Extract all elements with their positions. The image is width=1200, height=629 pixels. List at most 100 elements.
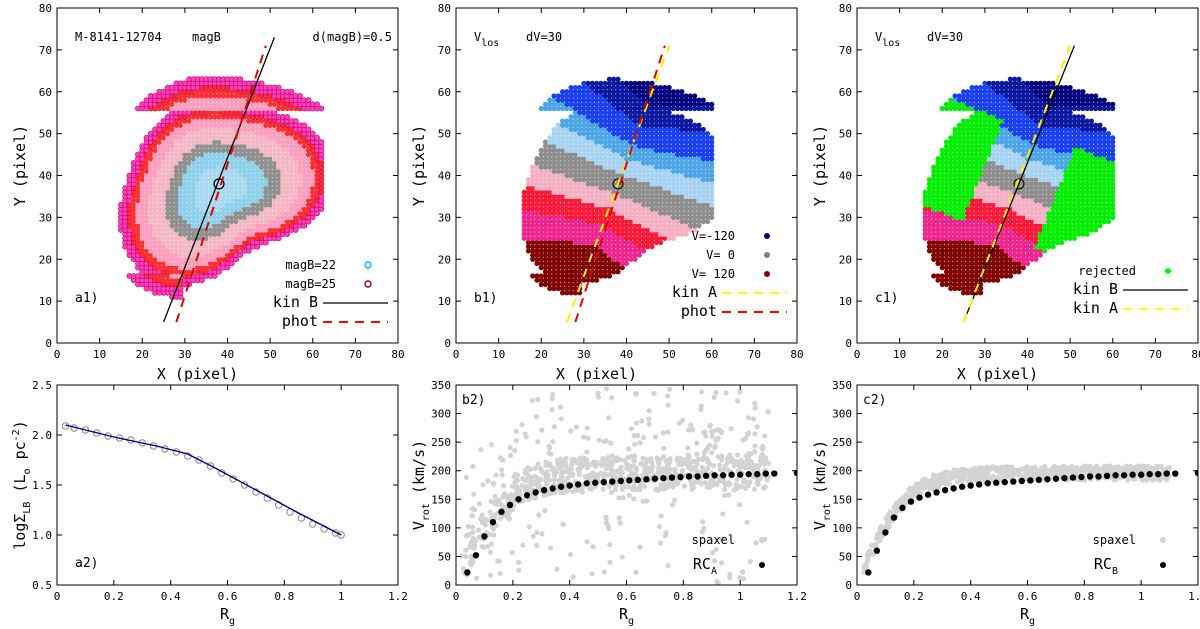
pixel-marker bbox=[148, 248, 154, 254]
spaxel-marker bbox=[645, 244, 651, 250]
pixel-marker bbox=[178, 235, 184, 241]
pixel-marker bbox=[271, 218, 277, 225]
spaxel-marker bbox=[1007, 189, 1014, 195]
spaxel-marker bbox=[602, 139, 608, 145]
spaxel-marker bbox=[649, 131, 655, 137]
spaxel-marker bbox=[606, 231, 613, 237]
pixel-marker bbox=[216, 122, 222, 128]
spaxel-marker bbox=[640, 160, 647, 166]
spaxel-marker bbox=[632, 151, 638, 158]
pixel-marker bbox=[186, 156, 192, 162]
pixel-marker bbox=[263, 206, 269, 212]
pixel-marker bbox=[241, 231, 248, 237]
pixel-marker bbox=[246, 93, 252, 99]
spaxel-marker bbox=[1033, 147, 1039, 153]
spaxel-marker bbox=[1007, 273, 1014, 279]
pixel-marker bbox=[297, 210, 303, 216]
spaxel-marker bbox=[649, 189, 655, 195]
pixel-marker bbox=[169, 244, 175, 250]
spaxel-marker bbox=[1029, 189, 1035, 195]
spaxel-marker bbox=[675, 135, 681, 141]
spaxel-marker bbox=[1003, 227, 1009, 233]
spaxel-marker bbox=[653, 105, 659, 112]
spaxel-marker bbox=[982, 105, 988, 112]
spaxel-marker bbox=[572, 131, 578, 137]
spaxel-marker bbox=[666, 143, 672, 149]
spaxel-marker bbox=[999, 80, 1005, 86]
pixel-marker bbox=[207, 143, 214, 149]
spaxel-marker bbox=[538, 198, 544, 204]
spaxel-marker bbox=[636, 143, 642, 149]
spaxel-marker bbox=[960, 202, 967, 208]
spaxel-marker bbox=[568, 139, 574, 145]
spaxel-marker bbox=[670, 131, 676, 137]
pixel-marker bbox=[199, 198, 205, 204]
spaxel-marker bbox=[572, 139, 578, 145]
spaxel-marker bbox=[598, 181, 604, 187]
legend-label: kin A bbox=[672, 283, 717, 301]
spaxel-marker bbox=[1016, 206, 1022, 212]
pixel-marker bbox=[263, 172, 269, 179]
pixel-marker bbox=[263, 147, 269, 153]
spaxel-marker bbox=[978, 202, 984, 208]
spaxel-marker bbox=[939, 239, 945, 246]
spaxel-marker bbox=[623, 181, 630, 187]
pixel-marker bbox=[190, 177, 196, 183]
spaxel-marker bbox=[534, 277, 540, 283]
pixel-marker bbox=[276, 122, 282, 128]
spaxel-marker bbox=[1012, 265, 1018, 271]
spaxel-marker bbox=[1003, 114, 1009, 120]
pixel-marker bbox=[199, 93, 205, 99]
spaxel-marker bbox=[559, 105, 566, 112]
spaxel-marker bbox=[960, 277, 967, 283]
spaxel-marker bbox=[1050, 223, 1056, 229]
pixel-marker bbox=[288, 105, 295, 112]
spaxel-marker bbox=[645, 114, 651, 120]
pixel-marker bbox=[229, 126, 235, 133]
pixel-marker bbox=[207, 156, 214, 162]
spaxel-marker bbox=[1003, 89, 1009, 95]
x-tick-label: 70 bbox=[349, 348, 362, 361]
spaxel-marker bbox=[649, 80, 655, 86]
spaxel-marker bbox=[611, 131, 617, 137]
spaxel-marker bbox=[704, 143, 711, 149]
spaxel-marker bbox=[990, 135, 997, 141]
spaxel-marker bbox=[709, 164, 715, 170]
spaxel-marker bbox=[960, 273, 967, 279]
pixel-marker bbox=[190, 210, 196, 216]
spaxel-marker bbox=[666, 172, 672, 179]
spaxel-marker bbox=[960, 214, 967, 220]
pixel-marker bbox=[237, 160, 243, 166]
pixel-marker bbox=[267, 218, 273, 225]
spaxel-marker bbox=[926, 223, 933, 229]
pixel-marker bbox=[173, 231, 179, 237]
spaxel-marker bbox=[530, 244, 536, 250]
spaxel-marker bbox=[611, 214, 617, 220]
pixel-marker bbox=[152, 185, 158, 191]
pixel-marker bbox=[267, 147, 273, 153]
pixel-marker bbox=[182, 206, 188, 212]
pixel-marker bbox=[195, 160, 201, 166]
spaxel-marker bbox=[952, 281, 958, 287]
spaxel-marker bbox=[973, 97, 979, 103]
spaxel-marker bbox=[1046, 89, 1052, 95]
spaxel-marker bbox=[542, 269, 549, 275]
pixel-marker bbox=[165, 143, 171, 149]
pixel-marker bbox=[152, 147, 158, 153]
spaxel-marker bbox=[943, 143, 950, 149]
spaxel-marker bbox=[1033, 156, 1039, 162]
spaxel-marker bbox=[1016, 189, 1022, 195]
spaxel-marker bbox=[564, 89, 570, 95]
spaxel-marker bbox=[555, 101, 561, 107]
pixel-marker bbox=[301, 143, 307, 149]
spaxel-marker bbox=[1020, 89, 1026, 95]
spaxel-marker bbox=[931, 218, 937, 225]
spaxel-marker bbox=[1046, 210, 1052, 216]
spaxel-marker bbox=[965, 218, 971, 225]
spaxel-marker bbox=[568, 198, 574, 204]
spaxel-marker bbox=[995, 185, 1001, 191]
spaxel-marker bbox=[564, 181, 570, 187]
spaxel-marker bbox=[662, 235, 668, 241]
pixel-marker bbox=[220, 198, 226, 204]
